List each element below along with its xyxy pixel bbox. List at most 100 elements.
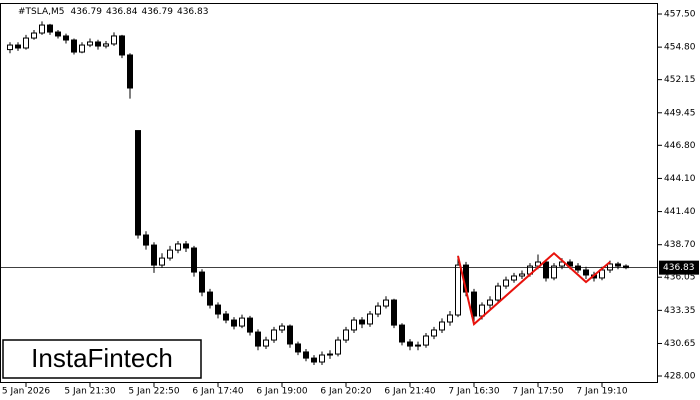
candle-body (175, 243, 181, 251)
candle-body (327, 353, 333, 356)
candle-body (543, 261, 549, 279)
candle-body (223, 313, 229, 321)
y-tick-label: 441.40 (664, 207, 696, 217)
candle-body (343, 329, 349, 341)
candle-body (183, 243, 189, 249)
candle-body (47, 24, 53, 33)
y-tick-label: 430.65 (664, 339, 696, 349)
candle-body (503, 279, 509, 287)
candle-body (143, 234, 149, 246)
x-tick-label: 7 Jan 17:50 (512, 387, 564, 397)
y-tick-label: 433.35 (664, 306, 696, 316)
candle-body (447, 314, 453, 323)
x-tick-label: 5 Jan 21:30 (64, 387, 116, 397)
candle-body (71, 39, 77, 53)
candle-body (95, 41, 101, 47)
candle-body (191, 247, 197, 273)
candle-body (23, 37, 29, 49)
candle-body (63, 35, 69, 41)
candle-body (79, 44, 85, 53)
y-tick-label: 436.05 (664, 273, 696, 283)
candle-body (519, 273, 525, 277)
candle-body (271, 329, 277, 341)
x-tick-label: 6 Jan 19:00 (256, 387, 308, 397)
y-tick-label: 449.45 (664, 108, 696, 118)
candle-body (351, 319, 357, 331)
candle-body (359, 319, 365, 325)
ohlc-close: 436.83 (177, 7, 209, 17)
y-tick-label: 452.15 (664, 75, 696, 85)
candle-body (375, 305, 381, 315)
candle-body (615, 263, 621, 267)
symbol: #TSLA,M5 (18, 7, 64, 17)
pattern-line (457, 251, 611, 326)
x-tick-label: 6 Jan 17:40 (192, 387, 244, 397)
candle-body (567, 261, 573, 267)
y-tick-label: 457.50 (664, 10, 696, 20)
candle-body (215, 304, 221, 315)
candle-body (415, 344, 421, 347)
candle-body (439, 321, 445, 331)
candle-body (423, 335, 429, 346)
candle-body (151, 244, 157, 266)
plot-frame (0, 3, 658, 383)
candle-body (111, 35, 117, 45)
candle-body (583, 269, 589, 276)
candle-body (55, 31, 61, 37)
candle-body (239, 317, 245, 327)
y-tick-label: 428.00 (664, 372, 696, 382)
y-tick-label: 454.80 (664, 43, 696, 53)
x-tick-label: 7 Jan 16:30 (448, 387, 500, 397)
candle-body (607, 263, 613, 271)
candle-body (159, 257, 165, 266)
candle-body (367, 313, 373, 325)
candle-body (407, 341, 413, 347)
y-tick-label: 446.80 (664, 141, 696, 151)
candle-body (127, 54, 133, 89)
candle-body (103, 43, 109, 47)
candle-body (319, 354, 325, 363)
x-tick-label: 5 Jan 2026 (2, 387, 50, 397)
candle-body (199, 271, 205, 293)
x-tick-label: 5 Jan 22:50 (128, 387, 180, 397)
x-tick-label: 7 Jan 19:10 (576, 387, 628, 397)
ohlc-high: 436.84 (106, 7, 138, 17)
candle-body (495, 285, 501, 301)
watermark-box (2, 339, 202, 379)
candle-body (471, 291, 477, 317)
candle-body (231, 319, 237, 327)
candle-body (391, 299, 397, 326)
candle-body (295, 343, 301, 353)
candle-body (287, 325, 293, 345)
ohlc-low: 436.79 (141, 7, 173, 17)
candle-body (167, 249, 173, 259)
candle-body (207, 291, 213, 306)
candle-body (31, 32, 37, 39)
candle-body (15, 44, 21, 49)
candle-body (119, 35, 125, 56)
x-tick-label: 6 Jan 21:40 (384, 387, 436, 397)
price-label: 436.83 (663, 263, 695, 273)
candle-body (303, 351, 309, 359)
candle-body (135, 130, 141, 236)
candle-body (279, 325, 285, 331)
candle-body (311, 357, 317, 363)
candle-body (487, 299, 493, 306)
candle-body (431, 329, 437, 337)
candle-body (263, 339, 269, 347)
candle-body (383, 299, 389, 307)
candle-body (247, 317, 253, 333)
watermark: InstaFintech (31, 343, 173, 373)
candle-body (335, 339, 341, 355)
candle-body (599, 269, 605, 279)
candle-body (39, 24, 45, 34)
price-label-box (659, 260, 699, 275)
candle-body (511, 275, 517, 281)
candle-body (551, 265, 557, 279)
chart-header: #TSLA,M5 436.79 436.84 436.79 436.83 (18, 7, 208, 17)
candle-body (87, 41, 93, 46)
candle-body (455, 264, 461, 316)
candle-body (399, 324, 405, 343)
